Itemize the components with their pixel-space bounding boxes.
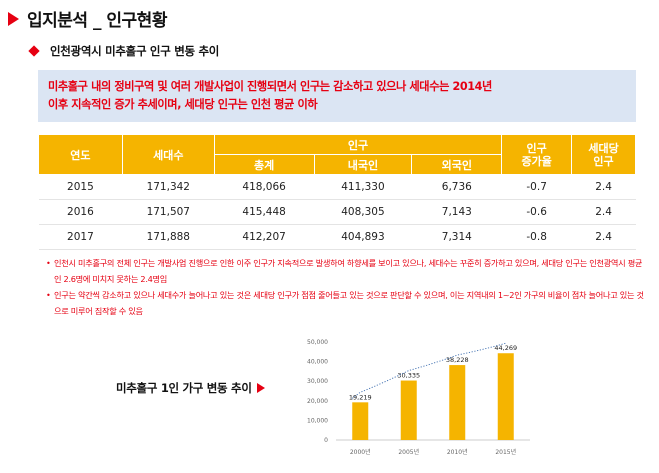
diamond-bullet-icon bbox=[28, 45, 40, 57]
chart-label-row: 미추홀구 1인 가구 변동 추이 bbox=[116, 380, 265, 396]
table-row: 2017 171,888 412,207 404,893 7,314 -0.8 … bbox=[38, 224, 636, 250]
data-label: 38,228 bbox=[446, 356, 469, 364]
notes-list: • 인천시 미추홀구의 전체 인구는 개발사업 진행으로 인한 이주 인구가 지속… bbox=[44, 255, 644, 319]
header-year: 연도 bbox=[38, 134, 123, 175]
y-tick-label: 20,000 bbox=[307, 398, 328, 405]
data-label: 30,335 bbox=[397, 372, 420, 380]
section-subtitle-row: 인천광역시 미추홀구 인구 변동 추이 bbox=[28, 43, 220, 59]
cell-year: 2016 bbox=[38, 199, 123, 225]
cell-households: 171,507 bbox=[122, 199, 215, 225]
cell-total: 418,066 bbox=[214, 174, 315, 200]
cell-year: 2017 bbox=[38, 224, 123, 250]
table-row: 2015 171,342 418,066 411,330 6,736 -0.7 … bbox=[38, 174, 636, 200]
cell-households: 171,342 bbox=[122, 174, 215, 200]
cell-per-household: 2.4 bbox=[571, 224, 636, 250]
summary-line-1: 미추홀구 내의 정비구역 및 여러 개발사업이 진행되면서 인구는 감소하고 있… bbox=[48, 80, 492, 93]
cell-total: 415,448 bbox=[214, 199, 315, 225]
y-tick-label: 50,000 bbox=[307, 339, 328, 346]
y-tick-label: 30,000 bbox=[307, 378, 328, 385]
title-arrow-icon bbox=[8, 11, 19, 26]
header-population: 인구 bbox=[213, 134, 503, 155]
trendline bbox=[351, 342, 506, 399]
bar bbox=[352, 402, 369, 440]
header-domestic: 내국인 bbox=[313, 154, 413, 175]
note-bullet: • bbox=[46, 258, 51, 268]
cell-foreign: 7,143 bbox=[411, 199, 502, 225]
x-tick-label: 2000년 bbox=[350, 448, 371, 456]
y-tick-label: 10,000 bbox=[307, 417, 328, 424]
page-title: 입지분석 _ 인구현황 bbox=[27, 11, 167, 31]
cell-foreign: 6,736 bbox=[411, 174, 502, 200]
chart-label-arrow-icon bbox=[256, 383, 265, 393]
note-bullet: • bbox=[46, 290, 51, 300]
x-tick-label: 2010년 bbox=[447, 448, 468, 456]
single-household-chart: 0 10,000 20,000 30,000 40,000 50,000 19,219 200… bbox=[307, 339, 530, 456]
cell-growth: -0.6 bbox=[501, 199, 572, 225]
x-tick-label: 2015년 bbox=[495, 448, 516, 456]
population-table: 연도 세대수 인구 인구 증가율 세대당 인구 총계 내국인 외국인 2015 17… bbox=[38, 134, 636, 250]
bar bbox=[400, 380, 417, 440]
header-per-household-line1: 세대당 bbox=[588, 141, 619, 155]
cell-total: 412,207 bbox=[214, 224, 315, 250]
header-growth-line1: 인구 bbox=[526, 141, 547, 155]
header-growth-line2: 증가율 bbox=[521, 154, 552, 168]
cell-growth: -0.7 bbox=[501, 174, 572, 200]
header-per-household-line2: 인구 bbox=[593, 154, 614, 168]
cell-per-household: 2.4 bbox=[571, 199, 636, 225]
cell-foreign: 7,314 bbox=[411, 224, 502, 250]
note-item: • 인천시 미추홀구의 전체 인구는 개발사업 진행으로 인한 이주 인구가 지속… bbox=[44, 255, 644, 287]
cell-domestic: 404,893 bbox=[314, 224, 412, 250]
summary-line-2: 이후 지속적인 증가 추세이며, 세대당 인구는 인천 평균 이하 bbox=[48, 98, 318, 111]
x-tick-label: 2005년 bbox=[398, 448, 419, 456]
note-item: • 인구는 약간씩 감소하고 있으나 세대수가 늘어나고 있는 것은 세대당 인구… bbox=[44, 287, 644, 319]
data-label: 44,269 bbox=[494, 344, 517, 352]
header-foreign: 외국인 bbox=[411, 154, 503, 175]
note-text: 인구는 약간씩 감소하고 있으나 세대수가 늘어나고 있는 것은 세대당 인구가… bbox=[54, 290, 644, 316]
section-subtitle: 인천광역시 미추홀구 인구 변동 추이 bbox=[50, 44, 220, 58]
note-text: 인천시 미추홀구의 전체 인구는 개발사업 진행으로 인한 이주 인구가 지속적… bbox=[54, 258, 643, 284]
cell-per-household: 2.4 bbox=[571, 174, 636, 200]
bar bbox=[449, 365, 466, 440]
chart-label: 미추홀구 1인 가구 변동 추이 bbox=[116, 381, 252, 395]
bar bbox=[497, 353, 514, 440]
cell-year: 2015 bbox=[38, 174, 123, 200]
y-tick-label: 40,000 bbox=[307, 359, 328, 366]
header-total: 총계 bbox=[213, 154, 315, 175]
summary-box: 미추홀구 내의 정비구역 및 여러 개발사업이 진행되면서 인구는 감소하고 있… bbox=[38, 70, 636, 122]
header-households: 세대수 bbox=[121, 134, 215, 175]
header-per-household: 세대당 인구 bbox=[571, 134, 636, 175]
cell-domestic: 411,330 bbox=[314, 174, 412, 200]
y-tick-label: 0 bbox=[324, 437, 328, 444]
cell-growth: -0.8 bbox=[501, 224, 572, 250]
table-row: 2016 171,507 415,448 408,305 7,143 -0.6 … bbox=[38, 199, 636, 225]
cell-households: 171,888 bbox=[122, 224, 215, 250]
header-growth: 인구 증가율 bbox=[501, 134, 573, 175]
cell-domestic: 408,305 bbox=[314, 199, 412, 225]
page-title-row: 입지분석 _ 인구현황 bbox=[8, 6, 167, 31]
data-label: 19,219 bbox=[349, 393, 372, 401]
